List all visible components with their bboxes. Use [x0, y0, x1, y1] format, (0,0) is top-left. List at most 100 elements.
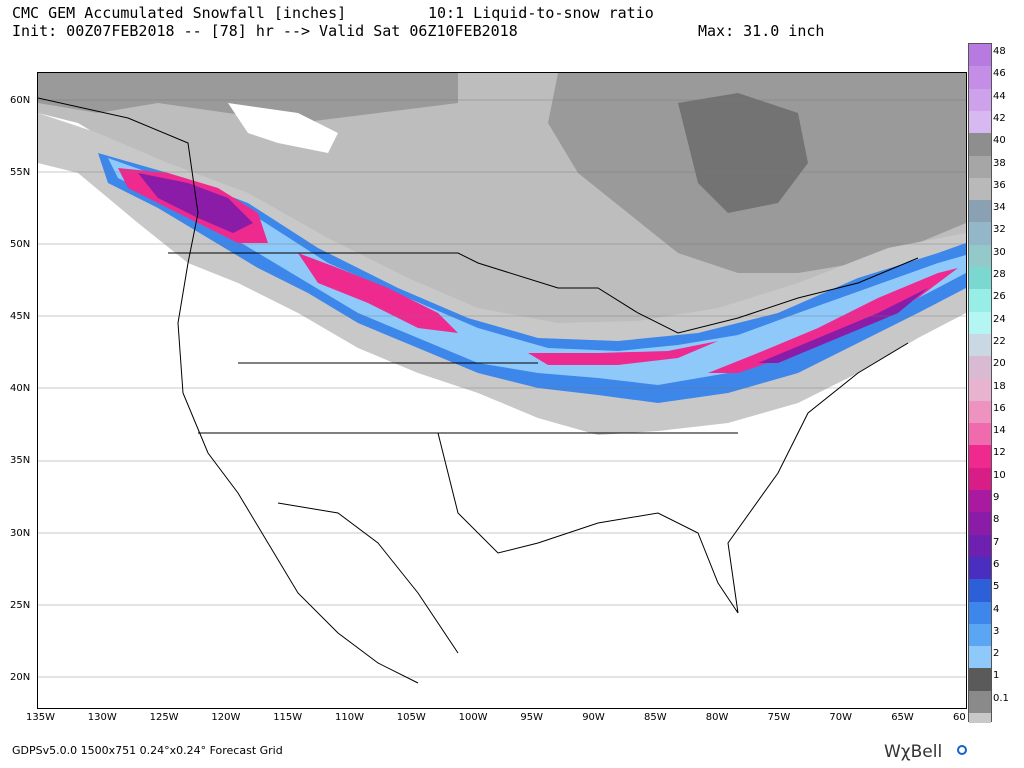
colorbar-label: 48: [993, 46, 1006, 57]
colorbar-swatch: [969, 490, 991, 514]
colorbar-swatch: [969, 601, 991, 625]
canada-no-snow: [228, 103, 338, 153]
lon-label: 85W: [644, 712, 667, 723]
colorbar-swatch: [969, 556, 991, 581]
borders: [38, 97, 919, 684]
bc-purple-snow: [138, 173, 253, 233]
graticule: [38, 99, 966, 678]
colorbar-swatch: [969, 467, 991, 491]
colorbar-swatch: [969, 512, 991, 536]
colorbar-swatch: [969, 623, 991, 648]
colorbar-label: 5: [993, 581, 1000, 593]
colorbar-label: 10: [993, 469, 1006, 481]
lat-label: 40N: [10, 383, 31, 394]
colorbar-swatch: [969, 133, 991, 157]
colorbar-label: 16: [993, 402, 1006, 414]
colorbar-swatch: [969, 289, 991, 313]
lon-label: 65W: [891, 712, 914, 723]
nw-canada-gray: [38, 73, 458, 123]
colorbar-swatch: [969, 177, 991, 202]
lon-label: 60: [953, 712, 966, 723]
colorbar-swatch: [969, 244, 991, 268]
lat-label: 60N: [10, 95, 31, 106]
colorbar-label: 26: [993, 291, 1006, 303]
lon-label: 80W: [705, 712, 729, 723]
lon-label: 95W: [520, 712, 544, 723]
lon-label: 110W: [335, 712, 364, 723]
snowfall-map: [37, 72, 967, 709]
lat-label: 55N: [10, 167, 31, 178]
colorbar-label: 30: [993, 246, 1006, 258]
colorbar-label: 2: [993, 648, 1000, 660]
hudson-heavy-snow: [678, 93, 808, 213]
colorbar-label: 40: [993, 135, 1006, 147]
colorbar-label: 28: [993, 269, 1006, 280]
colorbar-swatch: [969, 356, 991, 380]
colorbar-label: 6: [993, 558, 1000, 570]
colorbar: [968, 43, 992, 723]
colorbar-swatch: [969, 200, 991, 224]
colorbar-swatch: [969, 713, 991, 723]
colorbar-swatch: [969, 333, 991, 358]
lon-label: 135W: [26, 712, 55, 723]
colorbar-swatch: [969, 155, 991, 179]
colorbar-label: 34: [993, 202, 1006, 214]
lat-label: 35N: [10, 455, 31, 466]
colorbar-label: 14: [993, 425, 1006, 437]
colorbar-label: 7: [993, 536, 1000, 548]
colorbar-label: 22: [993, 335, 1006, 347]
colorbar-label: 3: [993, 625, 1000, 637]
colorbar-swatch: [969, 668, 991, 692]
map-subtitle: Init: 00Z07FEB2018 -- [78] hr --> Valid …: [12, 22, 518, 40]
colorbar-label: 42: [993, 112, 1006, 124]
colorbar-swatch: [969, 400, 991, 425]
lon-label: 125W: [149, 712, 179, 723]
colorbar-label: 1: [993, 670, 1000, 682]
colorbar-swatch: [969, 44, 991, 68]
colorbar-label: 44: [993, 90, 1006, 102]
colorbar-swatch: [969, 690, 991, 714]
colorbar-label: 46: [993, 68, 1006, 80]
colorbar-swatch: [969, 423, 991, 447]
colorbar-swatch: [969, 445, 991, 469]
grid-info: GDPSv5.0.0 1500x751 0.24°x0.24° Forecast…: [12, 744, 283, 757]
colorbar-swatch: [969, 579, 991, 603]
colorbar-swatch: [969, 311, 991, 335]
northeast-heavy-snow: [708, 268, 958, 373]
rockies-heavy-snow: [298, 253, 458, 333]
midwest-heavy-snow: [528, 341, 718, 365]
brand-logo: WχBell: [884, 742, 943, 762]
ratio-note: 10:1 Liquid-to-snow ratio: [428, 4, 654, 22]
colorbar-label: 20: [993, 358, 1006, 370]
colorbar-label: 32: [993, 224, 1006, 236]
colorbar-swatch: [969, 222, 991, 246]
lat-label: 45N: [10, 311, 31, 322]
colorbar-label: 12: [993, 447, 1006, 459]
colorbar-swatch: [969, 378, 991, 402]
lon-label: 120W: [211, 712, 241, 723]
colorbar-label: 36: [993, 179, 1006, 191]
colorbar-swatch: [969, 88, 991, 112]
colorbar-label: 18: [993, 380, 1006, 392]
lat-label: 20N: [10, 672, 31, 683]
lon-label: 105W: [396, 712, 426, 723]
lat-label: 25N: [10, 600, 31, 611]
colorbar-label: 4: [993, 603, 1000, 615]
map-canvas: [38, 73, 966, 684]
colorbar-swatch: [969, 110, 991, 135]
lat-label: 30N: [10, 528, 31, 539]
colorbar-swatch: [969, 267, 991, 291]
colorbar-swatch: [969, 66, 991, 90]
lat-label: 50N: [10, 239, 31, 250]
colorbar-label: 8: [993, 514, 1000, 526]
colorbar-label: 38: [993, 157, 1006, 169]
max-snowfall-label: Max: 31.0 inch: [698, 22, 825, 40]
lon-label: 130W: [87, 712, 117, 723]
colorbar-label: 24: [993, 313, 1006, 325]
lon-label: 90W: [582, 712, 605, 723]
colorbar-label: 0.1: [993, 692, 1009, 704]
map-title: CMC GEM Accumulated Snowfall [inches]: [12, 4, 347, 22]
lon-label: 70W: [829, 712, 853, 723]
colorbar-label: 9: [993, 492, 1000, 503]
brand-dot-icon: [957, 745, 967, 755]
